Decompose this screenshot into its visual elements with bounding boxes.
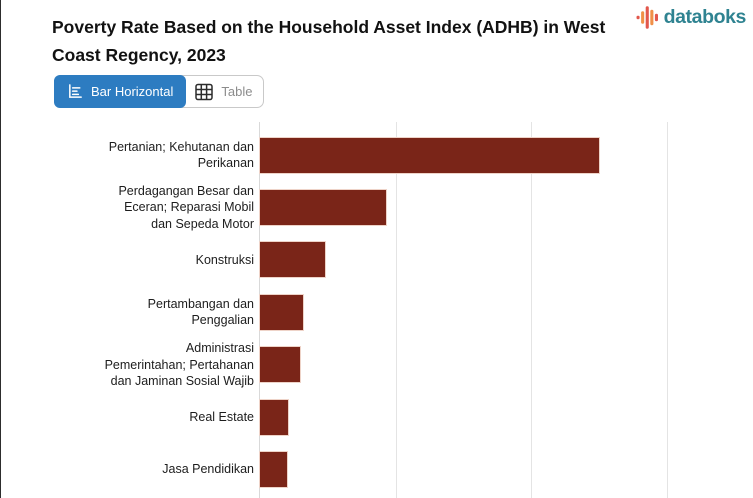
chart-row: Jasa Pendidikan [1, 443, 753, 495]
chart-rows: Pertanian; Kehutanan dan Perikanan Perdag… [1, 129, 753, 496]
databoks-logo-text: databoks [663, 6, 747, 28]
x-gridline [531, 122, 533, 498]
bar-track [259, 189, 753, 227]
category-label: Administrasi Pemerintahan; Pertahanan da… [104, 341, 254, 388]
bar[interactable] [259, 451, 288, 489]
bar-horizontal-button-label: Bar Horizontal [91, 84, 174, 99]
category-label: Real Estate [189, 409, 254, 424]
chart-row: Pertanian; Kehutanan dan Perikanan [1, 129, 753, 181]
bar-track [259, 241, 753, 279]
bar-chart-horizontal-icon [69, 84, 82, 98]
bar[interactable] [259, 293, 304, 331]
page-title: Poverty Rate Based on the Household Asse… [52, 16, 606, 65]
bar-horizontal-button[interactable]: Bar Horizontal [54, 75, 187, 108]
databoks-logo: databoks [636, 5, 746, 30]
category-label: Jasa Pendidikan [162, 462, 254, 477]
x-gridline [667, 122, 669, 498]
bar-track [259, 136, 753, 174]
category-label: Pertanian; Kehutanan dan Perikanan [108, 139, 254, 171]
bar[interactable] [259, 241, 326, 279]
chart-row: Administrasi Pemerintahan; Pertahanan da… [1, 339, 753, 391]
bar-track [259, 451, 753, 489]
chart-row: Perdagangan Besar dan Eceran; Reparasi M… [1, 181, 753, 233]
x-gridline [395, 122, 397, 498]
databoks-pulse-bars-icon [636, 6, 658, 29]
bar-track [259, 346, 753, 384]
bar[interactable] [259, 398, 289, 436]
chart-row: Pertambangan dan Penggalian [1, 286, 753, 338]
bar-track [259, 398, 753, 436]
bar-track [259, 293, 753, 331]
category-label: Konstruksi [195, 252, 254, 267]
bar[interactable] [259, 346, 302, 384]
bar[interactable] [259, 189, 387, 227]
chart-row: Konstruksi [1, 234, 753, 286]
bar[interactable] [259, 136, 601, 174]
category-label: Perdagangan Besar dan Eceran; Reparasi M… [118, 183, 254, 231]
chart-row: Real Estate [1, 391, 753, 443]
table-grid-icon [195, 83, 214, 100]
category-label: Pertambangan dan Penggalian [147, 296, 254, 328]
table-button-label: Table [221, 84, 253, 99]
bar-chart: Pertanian; Kehutanan dan Perikanan Perdag… [1, 122, 753, 498]
chart-view-toggle: Bar Horizontal Table [54, 75, 265, 108]
table-button[interactable]: Table [185, 76, 263, 107]
